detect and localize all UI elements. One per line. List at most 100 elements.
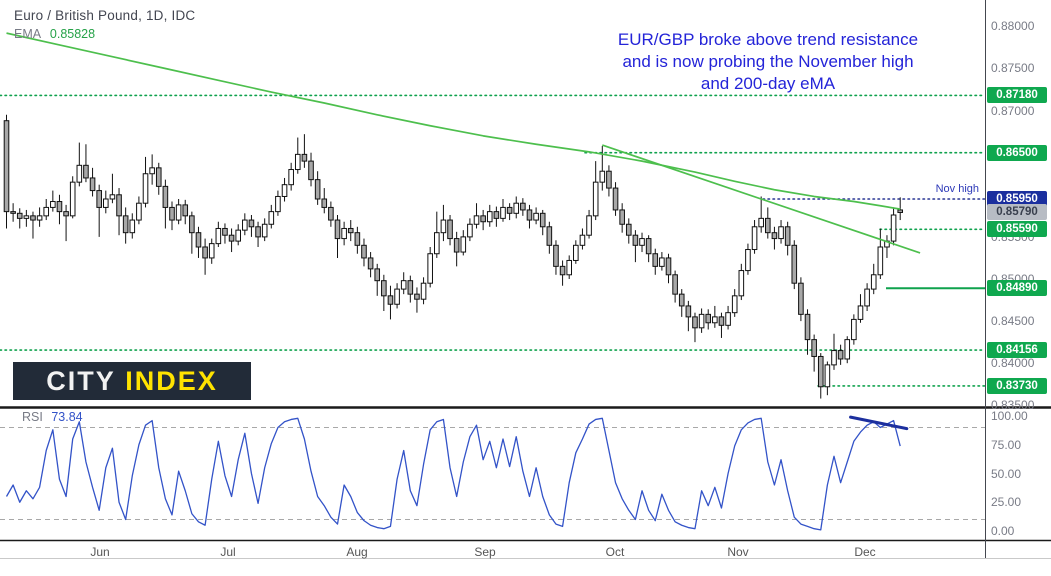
candle-body	[122, 215, 129, 234]
symbol-title: Euro / British Pound, 1D, IDC	[14, 8, 196, 23]
candle-body	[394, 288, 400, 305]
candle-body	[374, 268, 381, 282]
candle-body	[678, 293, 685, 307]
month-label: Nov	[727, 545, 749, 559]
candle-body	[665, 257, 672, 276]
candle-body	[354, 232, 361, 246]
price-axis-label: 0.84500	[991, 314, 1035, 329]
candle-body	[109, 194, 116, 200]
nov-high-label: Nov high	[935, 183, 979, 195]
candle-body	[877, 246, 884, 276]
candle-body	[328, 206, 334, 221]
candle-body	[308, 160, 314, 181]
candle-body	[255, 226, 261, 238]
rsi-name: RSI	[22, 410, 43, 424]
candle-body	[202, 246, 208, 259]
price-axis-label: 0.84000	[991, 356, 1035, 371]
candle-body	[36, 215, 43, 221]
candle-body	[467, 223, 473, 238]
candle-body	[778, 226, 784, 240]
rsi-line	[5, 417, 901, 531]
candle-body	[407, 280, 414, 295]
candle-body	[83, 164, 89, 179]
candle-body	[460, 236, 467, 253]
candle-body	[857, 305, 864, 320]
candle-body	[89, 177, 96, 192]
annotation-line: and is now probing the November high	[622, 52, 914, 71]
candle-body	[500, 206, 506, 219]
rsi-legend: RSI 73.84	[22, 410, 83, 424]
rsi-axis-label: 75.00	[991, 437, 1022, 452]
chart-header: Euro / British Pound, 1D, IDC EMA 0.8582…	[14, 8, 195, 41]
candle-body	[169, 206, 175, 221]
price-axis-label: 0.83500	[991, 398, 1035, 413]
candle-body	[3, 120, 10, 213]
candle-body	[811, 339, 817, 357]
candle-body	[381, 280, 387, 297]
candle-body	[142, 173, 149, 204]
candle-body	[718, 316, 725, 326]
time-scale[interactable]	[0, 540, 985, 560]
month-label: Sep	[474, 545, 496, 559]
logo-word-index: INDEX	[125, 365, 218, 396]
candle-body	[533, 212, 539, 221]
candle-body	[539, 212, 546, 228]
candle-body	[513, 202, 520, 214]
candle-body	[440, 219, 447, 234]
month-label: Dec	[854, 545, 876, 559]
price-badge-green: 0.86500	[987, 144, 1047, 161]
candle-body	[579, 234, 586, 246]
candle-body	[771, 232, 778, 240]
rsi-axis-label: 100.00	[991, 409, 1028, 423]
candle-body	[573, 244, 579, 261]
ema-line	[6, 32, 901, 210]
candle-body	[301, 153, 308, 162]
candle-body	[182, 204, 189, 217]
annotation-line: EUR/GBP broke above trend resistance	[617, 30, 919, 49]
price-axis-label: 0.87000	[991, 103, 1035, 118]
candle-body	[275, 195, 281, 213]
month-label: Jul	[220, 545, 236, 559]
candle-body	[526, 209, 533, 221]
candle-body	[632, 234, 639, 246]
candle-body	[520, 202, 526, 211]
candle-body	[96, 190, 102, 208]
candle-body	[639, 238, 645, 246]
candle-body	[208, 243, 215, 259]
candle-body	[851, 318, 857, 341]
candle-body	[493, 211, 500, 219]
candle-body	[281, 184, 288, 197]
candle-body	[129, 219, 136, 234]
candle-body	[738, 270, 745, 297]
ema-label: EMA	[14, 27, 41, 41]
candle-body	[23, 215, 30, 219]
candle-body	[414, 293, 420, 300]
candle-body	[334, 219, 341, 240]
candle-body	[361, 244, 367, 259]
candle-body	[765, 217, 771, 234]
candle-body	[294, 153, 301, 171]
candle-body	[685, 305, 692, 318]
candle-body	[453, 238, 460, 253]
price-axis-label: 0.87500	[991, 61, 1035, 76]
price-scale[interactable]	[985, 0, 1051, 540]
month-label: Oct	[605, 545, 625, 559]
annotation-line: and 200-day eMA	[700, 74, 836, 93]
candle-body	[751, 226, 758, 251]
price-badge-blue: 0.85950	[987, 191, 1047, 207]
candle-body	[69, 181, 76, 217]
trend-resistance-line	[602, 144, 921, 254]
candle-body	[76, 164, 83, 183]
candle-body	[844, 339, 851, 360]
candle-body	[162, 185, 169, 208]
candle-body	[347, 227, 354, 234]
candle-body	[619, 209, 625, 225]
candle-body	[63, 211, 69, 217]
candle-body	[606, 170, 612, 189]
candle-body	[612, 187, 619, 211]
candle-body	[321, 198, 328, 208]
candle-body	[103, 198, 109, 208]
candle-body	[784, 226, 791, 246]
